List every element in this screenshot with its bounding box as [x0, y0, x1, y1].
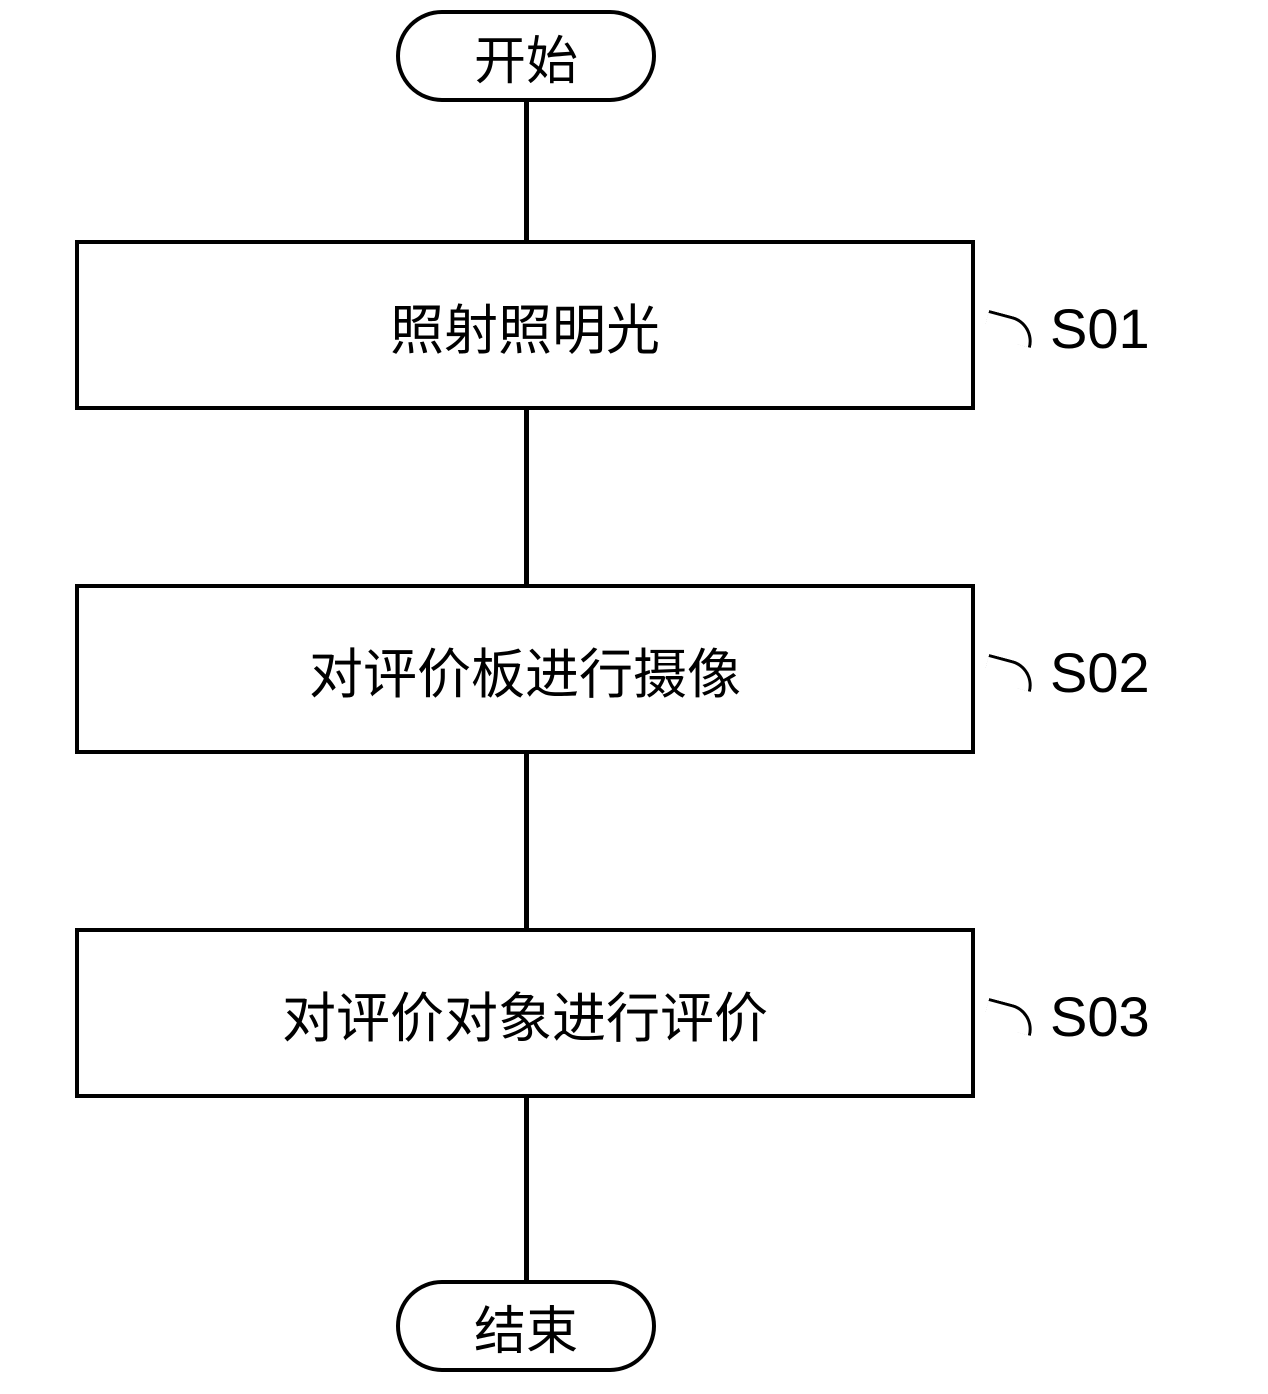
- node-s01-text: 照射照明光: [390, 286, 660, 365]
- label-tick-2: [982, 998, 1037, 1036]
- node-end-text: 结束: [474, 1289, 578, 1364]
- node-s03-text: 对评价对象进行评价: [282, 974, 768, 1053]
- node-s01: 照射照明光: [75, 240, 975, 410]
- flowchart-canvas: 开始照射照明光对评价板进行摄像对评价对象进行评价结束 S01 S02 S03: [0, 0, 1268, 1394]
- node-s02: 对评价板进行摄像: [75, 584, 975, 754]
- connector-s02-s03: [524, 754, 529, 928]
- connector-start-s01: [524, 102, 529, 240]
- node-start-text: 开始: [474, 19, 578, 94]
- label-tick-1: [982, 654, 1037, 692]
- node-start: 开始: [396, 10, 656, 102]
- node-s02-text: 对评价板进行摄像: [309, 630, 741, 709]
- node-s03: 对评价对象进行评价: [75, 928, 975, 1098]
- step-label-s02: S02: [1050, 640, 1150, 705]
- node-end: 结束: [396, 1280, 656, 1372]
- step-label-s01: S01: [1050, 296, 1150, 361]
- step-label-s03: S03: [1050, 984, 1150, 1049]
- connector-s01-s02: [524, 410, 529, 584]
- label-tick-0: [982, 310, 1037, 348]
- connector-s03-end: [524, 1098, 529, 1280]
